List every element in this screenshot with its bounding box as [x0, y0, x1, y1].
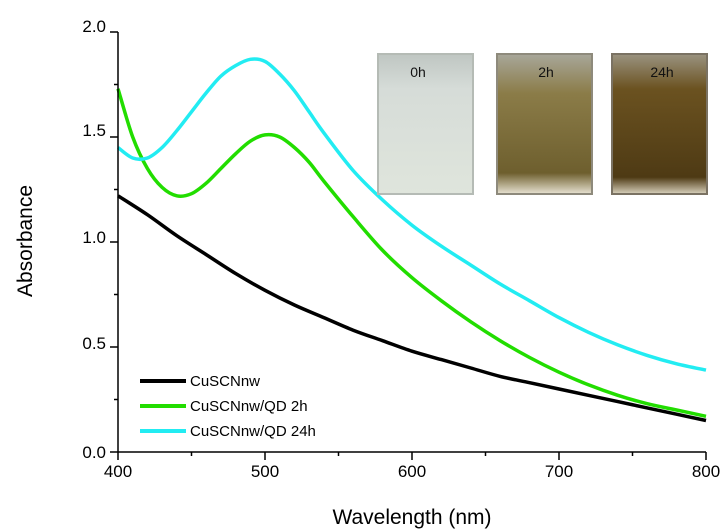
legend-label-cuscnnw: CuSCNnw — [190, 373, 260, 390]
y-tick-label-0-5: 0.5 — [82, 334, 106, 353]
series-line-qd-2h — [116, 88, 707, 419]
photo-label-0h: 0h — [410, 64, 426, 80]
plot-lines — [116, 57, 707, 423]
series-line-cuscnnw — [117, 194, 707, 423]
x-tick-label-700: 700 — [545, 462, 573, 481]
x-tick-label-400: 400 — [104, 462, 132, 481]
inset-photos: 0h 2h 24h — [377, 53, 708, 195]
x-axis-title: Wavelength (nm) — [332, 506, 491, 529]
photo-2h — [496, 53, 593, 195]
x-tick-label-800: 800 — [692, 462, 720, 481]
photo-24h — [611, 53, 708, 195]
photo-0h — [377, 53, 474, 195]
ticks — [110, 31, 707, 460]
x-tick-label-500: 500 — [251, 462, 279, 481]
photo-label-2h: 2h — [538, 64, 554, 80]
legend: CuSCNnw CuSCNnw/QD 2h CuSCNnw/QD 24h — [140, 373, 316, 440]
y-axis-title: Absorbance — [14, 185, 37, 297]
series-line-qd-24h — [116, 57, 707, 372]
legend-label-qd-2h: CuSCNnw/QD 2h — [190, 398, 308, 415]
y-tick-label-0: 0.0 — [82, 443, 106, 462]
legend-label-qd-24h: CuSCNnw/QD 24h — [190, 423, 316, 440]
y-tick-label-2-0: 2.0 — [82, 17, 106, 36]
x-tick-label-600: 600 — [398, 462, 426, 481]
y-tick-label-1-0: 1.0 — [82, 228, 106, 247]
photo-label-24h: 24h — [650, 64, 673, 80]
y-tick-label-1-5: 1.5 — [82, 121, 106, 140]
